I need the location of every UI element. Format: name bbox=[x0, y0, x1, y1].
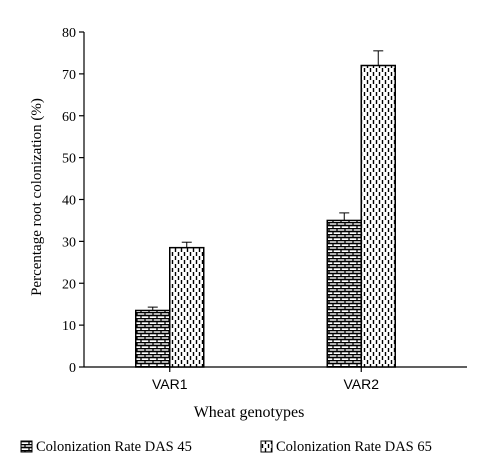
y-tick-label-10: 10 bbox=[62, 319, 76, 334]
y-tick-label-50: 50 bbox=[62, 152, 76, 167]
y-tick-label-0: 0 bbox=[69, 361, 76, 376]
legend-label-das65: Colonization Rate DAS 65 bbox=[276, 439, 432, 455]
bar-VAR1-series2 bbox=[169, 246, 205, 368]
bar-VAR1-series1 bbox=[135, 309, 171, 368]
y-tick-label-70: 70 bbox=[62, 68, 76, 83]
error-bars bbox=[147, 50, 384, 311]
legend: Colonization Rate DAS 45 Colonization Ra… bbox=[20, 439, 432, 455]
legend-label-das45: Colonization Rate DAS 45 bbox=[36, 439, 192, 455]
legend-item-das45: Colonization Rate DAS 45 bbox=[20, 439, 192, 455]
y-tick-label-30: 30 bbox=[62, 235, 76, 250]
bar-VAR2-series1 bbox=[326, 219, 362, 368]
bars bbox=[135, 64, 396, 368]
x-axis: VAR1 VAR2 bbox=[84, 366, 467, 392]
x-tick-label-VAR1: VAR1 bbox=[152, 376, 188, 392]
x-axis-label: Wheat genotypes bbox=[194, 404, 305, 421]
y-tick-label-40: 40 bbox=[62, 194, 76, 209]
legend-item-das65: Colonization Rate DAS 65 bbox=[260, 439, 432, 455]
y-axis-label: Percentage root colonization (%) bbox=[29, 98, 45, 296]
legend-swatch-das45 bbox=[20, 440, 33, 453]
y-axis: 0 10 20 30 40 50 60 70 80 bbox=[62, 26, 85, 376]
y-tick-label-80: 80 bbox=[62, 26, 76, 41]
y-tick-label-60: 60 bbox=[62, 110, 76, 125]
bar-VAR2-series2 bbox=[360, 64, 396, 368]
y-tick-label-20: 20 bbox=[62, 277, 76, 292]
x-tick-label-VAR2: VAR2 bbox=[343, 376, 379, 392]
legend-swatch-das65 bbox=[260, 440, 273, 453]
